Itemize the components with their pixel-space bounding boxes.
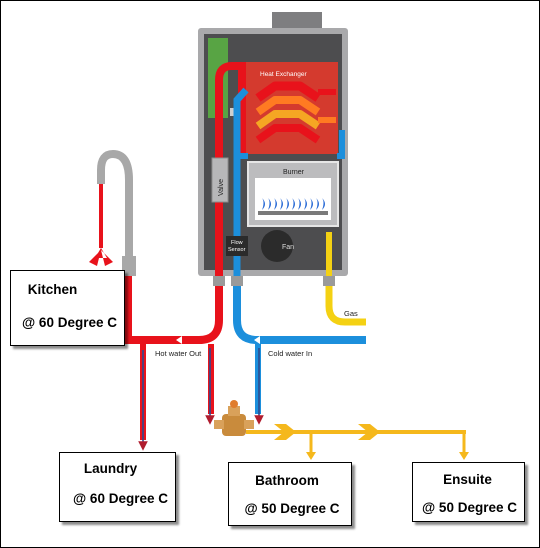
bathroom-label: Bathroom	[255, 473, 319, 488]
burner-label: Burner	[283, 169, 305, 176]
fan-icon: Fan	[261, 230, 294, 262]
bathroom-feed-arrowhead	[306, 452, 316, 460]
ensuite-feed-arrowhead	[459, 452, 469, 460]
laundry-temp: @ 60 Degree C	[73, 491, 168, 506]
flow-sensor-label-1: Flow	[231, 240, 243, 246]
kitchen-tap-icon	[89, 149, 136, 276]
cold-flow-arrow-icon	[254, 336, 260, 344]
hot-water-out-label: Hot water Out	[155, 349, 202, 358]
tempered-flow-chevron-icon-2	[358, 424, 380, 440]
flame-icons	[262, 198, 325, 210]
ensuite-label: Ensuite	[443, 472, 492, 487]
cold-water-in-label: Cold water In	[268, 349, 312, 358]
flow-sensor-label-2: Sensor	[228, 247, 246, 253]
laundry-outlet-box: Laundry @ 60 Degree C	[59, 452, 176, 522]
valve: Valve	[211, 157, 229, 203]
heat-exchanger: Heat Exchanger	[238, 62, 338, 154]
burner: Burner	[247, 161, 339, 227]
hot-flow-arrow-icon	[176, 336, 182, 344]
ensuite-outlet-box: Ensuite @ 50 Degree C	[412, 462, 525, 522]
flow-sensor: Flow Sensor	[226, 236, 248, 256]
tempering-valve-icon	[214, 400, 254, 436]
cold-pipe-internal-links	[237, 130, 345, 159]
ensuite-temp: @ 50 Degree C	[422, 500, 517, 515]
cold-pipe-internal	[233, 87, 249, 276]
laundry-label: Laundry	[83, 461, 138, 476]
cold-inlet-stub	[231, 276, 243, 286]
hot-outlet-stub	[213, 276, 225, 286]
hot-water-pipe	[124, 272, 223, 344]
valve-label: Valve	[218, 179, 225, 196]
hot-pipe-internal	[215, 62, 246, 276]
tempered-flow-chevron-icon-1	[274, 424, 296, 440]
bathroom-outlet-box: Bathroom @ 50 Degree C	[228, 462, 352, 526]
gas-label: Gas	[344, 309, 358, 318]
kitchen-outlet-box: Kitchen @ 60 Degree C	[10, 270, 125, 346]
kitchen-label: Kitchen	[27, 282, 78, 297]
kitchen-temp: @ 60 Degree C	[22, 315, 117, 330]
gas-pipe	[325, 286, 366, 326]
fan-label: Fan	[282, 244, 294, 251]
gas-inlet-stub	[323, 276, 335, 286]
bathroom-temp: @ 50 Degree C	[244, 501, 340, 516]
heat-exchanger-label: Heat Exchanger	[260, 71, 307, 78]
